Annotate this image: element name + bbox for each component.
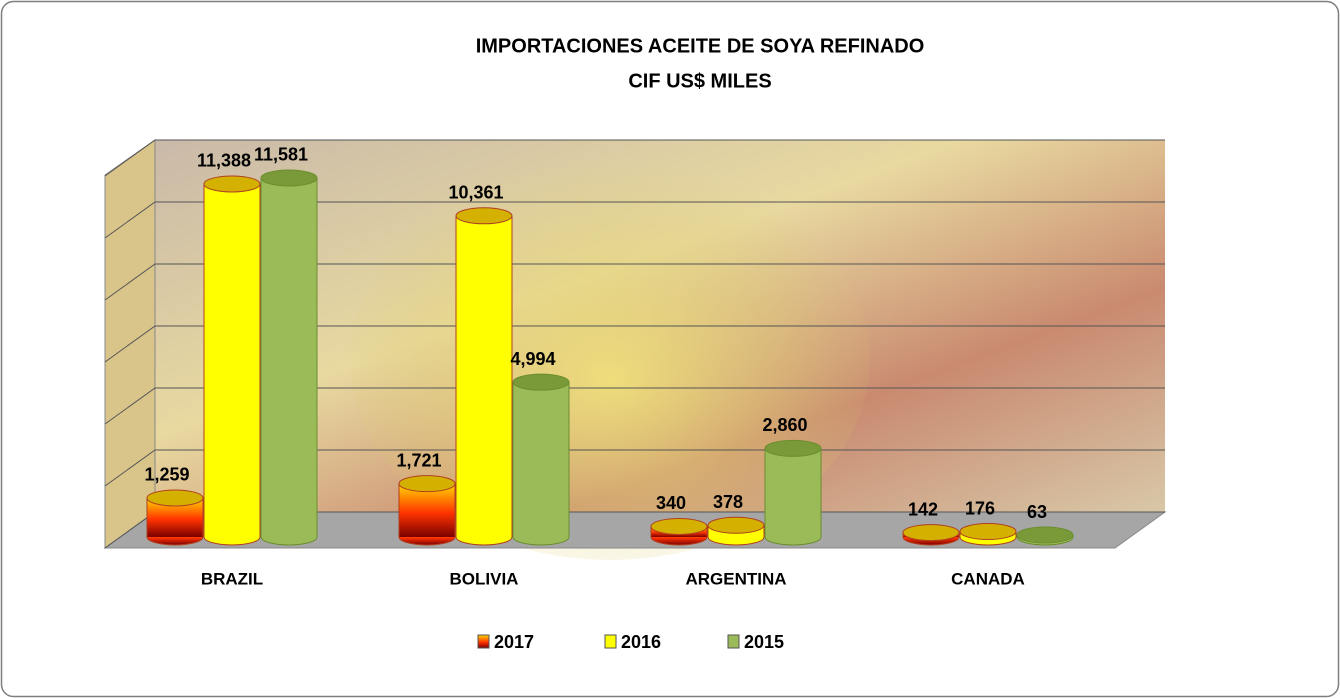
- data-label: 1,259: [144, 465, 189, 485]
- bar-body: [204, 183, 260, 538]
- x-tick-label: BOLIVIA: [450, 569, 519, 588]
- data-label: 63: [1027, 502, 1047, 522]
- bar-top: [650, 517, 708, 535]
- bar-top: [902, 524, 960, 542]
- legend-label: 2017: [494, 632, 534, 652]
- bar: [1016, 526, 1074, 546]
- grid-line: [104, 449, 1165, 487]
- bar: [398, 475, 456, 546]
- bar: [203, 175, 261, 546]
- x-tick-label: BRAZIL: [201, 569, 263, 588]
- data-label: 10,361: [448, 183, 503, 203]
- bar-top: [959, 523, 1017, 541]
- data-label: 176: [965, 498, 995, 518]
- grid-line: [104, 325, 1165, 363]
- chart-title: IMPORTACIONES ACEITE DE SOYA REFINADO: [476, 35, 925, 57]
- bar-top: [146, 489, 204, 507]
- data-label: 11,388: [197, 151, 251, 171]
- bar-top: [512, 373, 570, 391]
- chart-subtitle: CIF US$ MILES: [628, 70, 771, 92]
- bar: [512, 373, 570, 546]
- bar-top: [455, 207, 513, 225]
- bar-top: [1016, 526, 1074, 544]
- bar: [764, 439, 822, 546]
- grid-line: [104, 387, 1165, 425]
- bar: [260, 169, 318, 546]
- x-tick-label: CANADA: [951, 569, 1025, 588]
- legend-label: 2016: [621, 632, 661, 652]
- bar: [650, 517, 708, 546]
- bar-top: [260, 169, 318, 187]
- legend-swatch: [727, 634, 740, 649]
- data-label: 1,721: [396, 450, 441, 470]
- bar-body: [765, 448, 821, 537]
- data-label: 4,994: [510, 349, 555, 369]
- bar: [707, 516, 765, 546]
- bar-body: [261, 177, 317, 537]
- bar: [902, 524, 960, 546]
- bar: [146, 489, 204, 546]
- bar-body: [513, 382, 569, 537]
- bar-top: [203, 175, 261, 193]
- bar-top: [398, 475, 456, 493]
- bar-body: [456, 215, 512, 537]
- bar-top: [707, 516, 765, 534]
- legend-label: 2015: [744, 632, 784, 652]
- grid-line: [104, 139, 1165, 177]
- grid-line: [104, 263, 1165, 301]
- bar-body: [399, 483, 455, 537]
- data-label: 378: [713, 492, 743, 512]
- grid-line: [104, 201, 1165, 239]
- x-tick-label: ARGENTINA: [685, 569, 786, 588]
- data-label: 142: [908, 499, 938, 519]
- bar: [455, 207, 513, 546]
- bar-top: [764, 439, 822, 457]
- legend-swatch: [477, 634, 490, 649]
- data-label: 2,860: [762, 415, 807, 435]
- data-label: 11,581: [254, 145, 308, 165]
- bar: [959, 523, 1017, 546]
- legend-swatch: [604, 634, 617, 649]
- data-label: 340: [656, 493, 686, 513]
